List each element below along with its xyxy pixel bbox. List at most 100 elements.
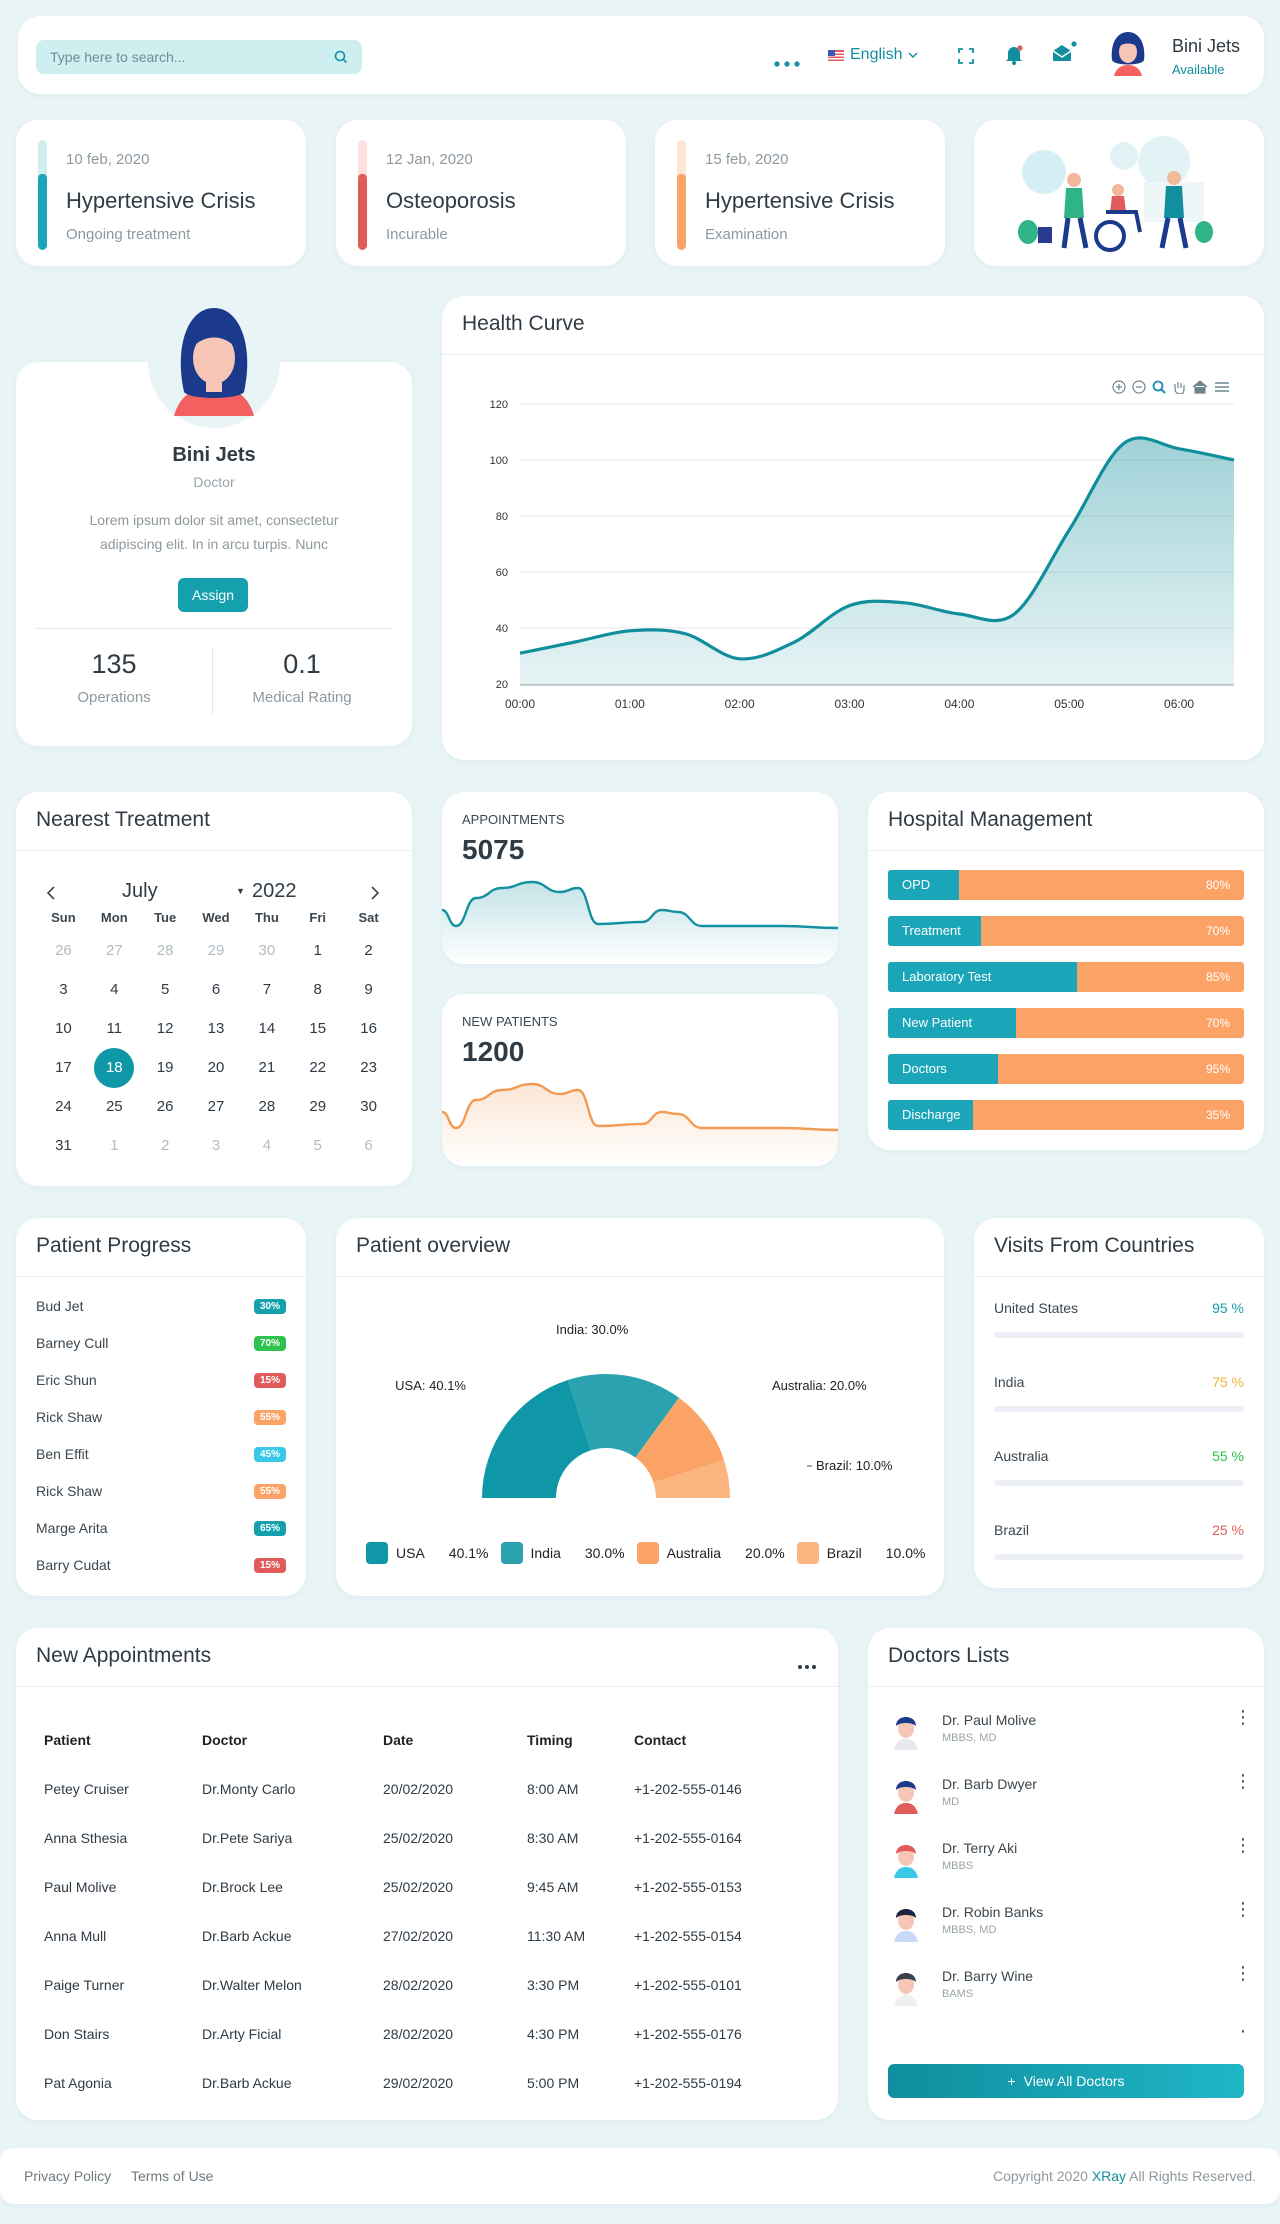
hospital-bar[interactable]: Doctors 95% bbox=[888, 1054, 1244, 1084]
calendar-day[interactable]: 25 bbox=[105, 1098, 123, 1115]
terms-link[interactable]: Terms of Use bbox=[131, 2168, 214, 2184]
calendar-day[interactable]: 10 bbox=[55, 1020, 72, 1037]
month-dropdown-icon[interactable]: ▼ bbox=[236, 886, 245, 896]
next-month-icon[interactable] bbox=[370, 886, 380, 903]
calendar-day[interactable]: 14 bbox=[258, 1020, 276, 1037]
calendar-day[interactable]: 7 bbox=[262, 981, 272, 998]
zoom-in-icon[interactable] bbox=[1112, 380, 1126, 394]
calendar-day[interactable]: 8 bbox=[313, 981, 322, 998]
pan-hand-icon[interactable] bbox=[1172, 380, 1186, 394]
doctor-list-item[interactable]: Dr. Barb Dwyer MD ⋮ bbox=[888, 1764, 1252, 1824]
calendar-day[interactable]: 16 bbox=[360, 1020, 377, 1037]
calendar-day[interactable]: 11 bbox=[106, 1020, 123, 1037]
calendar-day[interactable]: 30 bbox=[258, 942, 276, 959]
search-input[interactable]: Type here to search... bbox=[50, 49, 186, 65]
pie-slice[interactable] bbox=[653, 1459, 730, 1498]
calendar-day[interactable]: 2 bbox=[364, 942, 373, 959]
calendar-day[interactable]: 4 bbox=[110, 981, 119, 998]
patient-progress-row[interactable]: Eric Shun 15% bbox=[36, 1372, 286, 1392]
calendar-day[interactable]: 2 bbox=[160, 1137, 170, 1154]
legend-item[interactable]: USA 40.1% bbox=[366, 1542, 489, 1564]
doctor-menu-icon[interactable]: ⋮ bbox=[1234, 1707, 1252, 1727]
hospital-bar[interactable]: Laboratory Test 85% bbox=[888, 962, 1244, 992]
calendar-day[interactable]: 4 bbox=[262, 1137, 272, 1154]
magnifier-icon[interactable] bbox=[1152, 380, 1166, 394]
calendar-day[interactable]: 1 bbox=[313, 942, 322, 959]
calendar-day[interactable]: 6 bbox=[211, 981, 221, 998]
search-icon[interactable] bbox=[334, 50, 348, 67]
calendar-day[interactable]: 5 bbox=[160, 981, 170, 998]
pie-slice[interactable] bbox=[635, 1397, 724, 1483]
hospital-bar[interactable]: Treatment 70% bbox=[888, 916, 1244, 946]
table-row[interactable]: Anna Mull Dr.Barb Ackue 27/02/2020 11:30 AM… bbox=[44, 1911, 784, 1960]
more-options-icon[interactable] bbox=[798, 1656, 816, 1672]
pie-slice[interactable] bbox=[482, 1379, 591, 1498]
calendar-day[interactable]: 1 bbox=[110, 1137, 119, 1154]
bell-icon[interactable] bbox=[1004, 44, 1024, 69]
calendar-day[interactable]: 20 bbox=[207, 1059, 225, 1076]
calendar-day[interactable]: 3 bbox=[211, 1137, 221, 1154]
calendar-day[interactable]: 27 bbox=[105, 942, 123, 959]
calendar-month[interactable]: July bbox=[122, 880, 158, 902]
patient-progress-row[interactable]: Rick Shaw 55% bbox=[36, 1483, 286, 1503]
patient-progress-row[interactable]: Rick Shaw 55% bbox=[36, 1409, 286, 1429]
brand-link[interactable]: XRay bbox=[1091, 2168, 1127, 2184]
doctor-list-item[interactable]: Dr. Barry Wine BAMS ⋮ bbox=[888, 1956, 1252, 2016]
calendar-day[interactable]: 17 bbox=[55, 1059, 72, 1076]
view-all-doctors-button[interactable]: + View All Doctors bbox=[888, 2064, 1244, 2098]
calendar-year[interactable]: 2022 bbox=[252, 880, 297, 902]
patient-progress-row[interactable]: Bud Jet 30% bbox=[36, 1298, 286, 1318]
calendar-day[interactable]: 21 bbox=[258, 1059, 276, 1076]
menu-icon[interactable] bbox=[1214, 380, 1230, 394]
hospital-bar[interactable]: OPD 80% bbox=[888, 870, 1244, 900]
calendar-day[interactable]: 15 bbox=[309, 1020, 327, 1037]
doctor-list-item[interactable]: Dr. Terry Aki MBBS ⋮ bbox=[888, 1828, 1252, 1888]
calendar-day[interactable]: 29 bbox=[309, 1098, 327, 1115]
calendar-day[interactable]: 19 bbox=[156, 1059, 174, 1076]
calendar-day[interactable]: 3 bbox=[59, 981, 68, 998]
zoom-out-icon[interactable] bbox=[1132, 380, 1146, 394]
calendar-day-selected[interactable]: 18 bbox=[89, 1048, 140, 1088]
calendar-day[interactable]: 26 bbox=[55, 942, 72, 959]
mail-icon[interactable] bbox=[1051, 40, 1077, 67]
fullscreen-icon[interactable] bbox=[958, 48, 974, 67]
pie-slice[interactable] bbox=[567, 1374, 679, 1458]
search-bar[interactable]: Type here to search... bbox=[36, 40, 362, 74]
calendar-day[interactable]: 28 bbox=[258, 1098, 276, 1115]
calendar-day[interactable]: 28 bbox=[156, 942, 174, 959]
stat-card[interactable]: 10 feb, 2020 Hypertensive Crisis Ongoing t… bbox=[16, 120, 306, 266]
stat-card[interactable]: 12 Jan, 2020 Osteoporosis Incurable bbox=[336, 120, 626, 266]
more-dots-icon[interactable] bbox=[774, 54, 800, 70]
calendar-day[interactable]: 29 bbox=[207, 942, 225, 959]
table-row[interactable]: Pat Agonia Dr.Barb Ackue 29/02/2020 5:00 PM… bbox=[44, 2058, 784, 2107]
calendar-day[interactable]: 23 bbox=[360, 1059, 377, 1076]
calendar-day[interactable]: 30 bbox=[360, 1098, 377, 1115]
user-avatar[interactable] bbox=[1108, 30, 1148, 85]
table-row[interactable]: Anna Sthesia Dr.Pete Sariya 25/02/2020 8:30… bbox=[44, 1813, 784, 1862]
calendar-day[interactable]: 9 bbox=[364, 981, 373, 998]
hospital-bar[interactable]: Discharge 35% bbox=[888, 1100, 1244, 1130]
home-icon[interactable] bbox=[1192, 380, 1208, 394]
calendar-day[interactable]: 12 bbox=[156, 1020, 174, 1037]
doctor-list-item[interactable]: Dr. Zack Lee⋮ bbox=[888, 2020, 1252, 2034]
doctor-menu-icon[interactable]: ⋮ bbox=[1234, 1899, 1252, 1919]
doctor-menu-icon[interactable]: ⋮ bbox=[1234, 1771, 1252, 1791]
table-row[interactable]: Paige Turner Dr.Walter Melon 28/02/2020 3:3… bbox=[44, 1960, 784, 2009]
doctor-menu-icon[interactable]: ⋮ bbox=[1234, 1835, 1252, 1855]
calendar-day[interactable]: 13 bbox=[207, 1020, 225, 1037]
legend-item[interactable]: Australia 20.0% bbox=[636, 1542, 785, 1564]
calendar-day[interactable]: 27 bbox=[207, 1098, 225, 1115]
patient-progress-row[interactable]: Ben Effit 45% bbox=[36, 1446, 286, 1466]
legend-item[interactable]: Brazil 10.0% bbox=[796, 1542, 925, 1564]
hospital-bar[interactable]: New Patient 70% bbox=[888, 1008, 1244, 1038]
assign-button[interactable]: Assign bbox=[178, 578, 248, 612]
stat-card[interactable]: 15 feb, 2020 Hypertensive Crisis Examinati… bbox=[655, 120, 945, 266]
language-selector[interactable]: English bbox=[828, 46, 919, 64]
table-row[interactable]: Paul Molive Dr.Brock Lee 25/02/2020 9:45 AM… bbox=[44, 1862, 784, 1911]
table-row[interactable]: Don Stairs Dr.Arty Ficial 28/02/2020 4:30 P… bbox=[44, 2009, 784, 2058]
prev-month-icon[interactable] bbox=[46, 886, 56, 903]
user-name[interactable]: Bini Jets bbox=[1172, 36, 1241, 56]
privacy-policy-link[interactable]: Privacy Policy bbox=[24, 2168, 112, 2184]
patient-progress-row[interactable]: Marge Arita 65% bbox=[36, 1520, 286, 1540]
doctor-list-item[interactable]: Dr. Paul Molive MBBS, MD ⋮ bbox=[888, 1700, 1252, 1760]
